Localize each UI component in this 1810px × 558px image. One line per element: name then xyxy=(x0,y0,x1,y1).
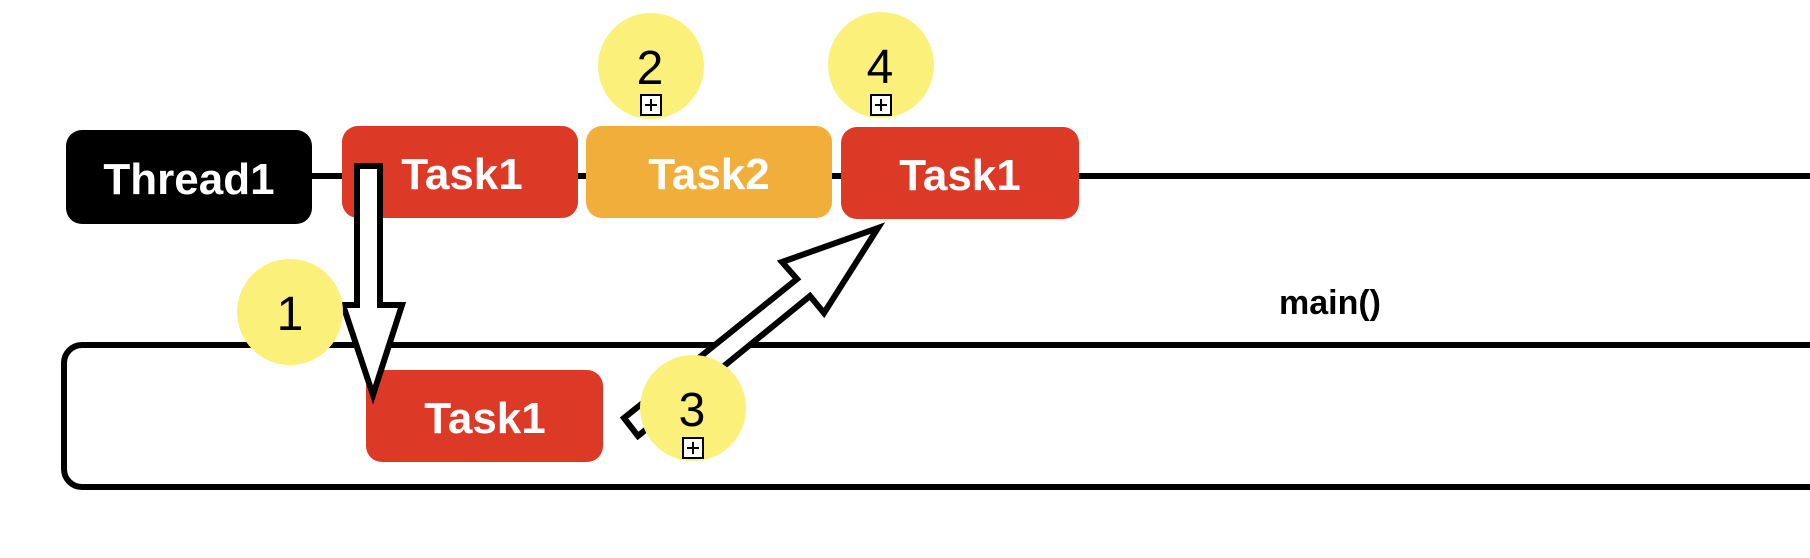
plus-square-icon[interactable] xyxy=(870,94,892,116)
step-badge-3: 3 xyxy=(640,355,746,461)
step-badge-1-number: 1 xyxy=(277,288,304,341)
arrow-down xyxy=(338,163,407,405)
plus-square-icon[interactable] xyxy=(640,94,662,116)
thread-task-3-label: Task1 xyxy=(899,151,1021,200)
thread-task-1-label: Task1 xyxy=(401,150,523,199)
thread-task-1-box xyxy=(342,126,578,218)
main-box-label: main() xyxy=(1279,284,1381,322)
thread-task-3: Task1 xyxy=(841,127,1079,219)
thread-task-2-label: Task2 xyxy=(648,150,770,199)
step-badge-2-number: 2 xyxy=(637,42,664,95)
main-box xyxy=(61,342,1810,490)
step-badge-3-circle xyxy=(640,355,746,461)
thread-task-1: Task1 xyxy=(342,126,578,218)
step-badge-3-number: 3 xyxy=(679,384,706,437)
step-badge-2: 2 xyxy=(598,13,704,119)
step-badge-4: 4 xyxy=(828,12,934,118)
thread-label-text: Thread1 xyxy=(103,155,274,204)
main-task-label: Task1 xyxy=(424,394,546,443)
step-badge-1: 1 xyxy=(237,259,343,365)
thread-task-3-box xyxy=(841,127,1079,219)
thread-label-box xyxy=(66,130,312,224)
step-badge-4-number: 4 xyxy=(867,41,894,94)
plus-square-icon[interactable] xyxy=(682,437,704,459)
thread-task-2-box xyxy=(586,126,832,218)
step-badge-1-circle xyxy=(237,259,343,365)
thread-label: Thread1 xyxy=(66,130,312,224)
main-task-box xyxy=(366,370,603,462)
main-task: Task1 xyxy=(366,370,603,462)
thread-task-2: Task2 xyxy=(586,126,832,218)
step-badge-2-circle xyxy=(598,13,704,119)
step-badge-4-circle xyxy=(828,12,934,118)
